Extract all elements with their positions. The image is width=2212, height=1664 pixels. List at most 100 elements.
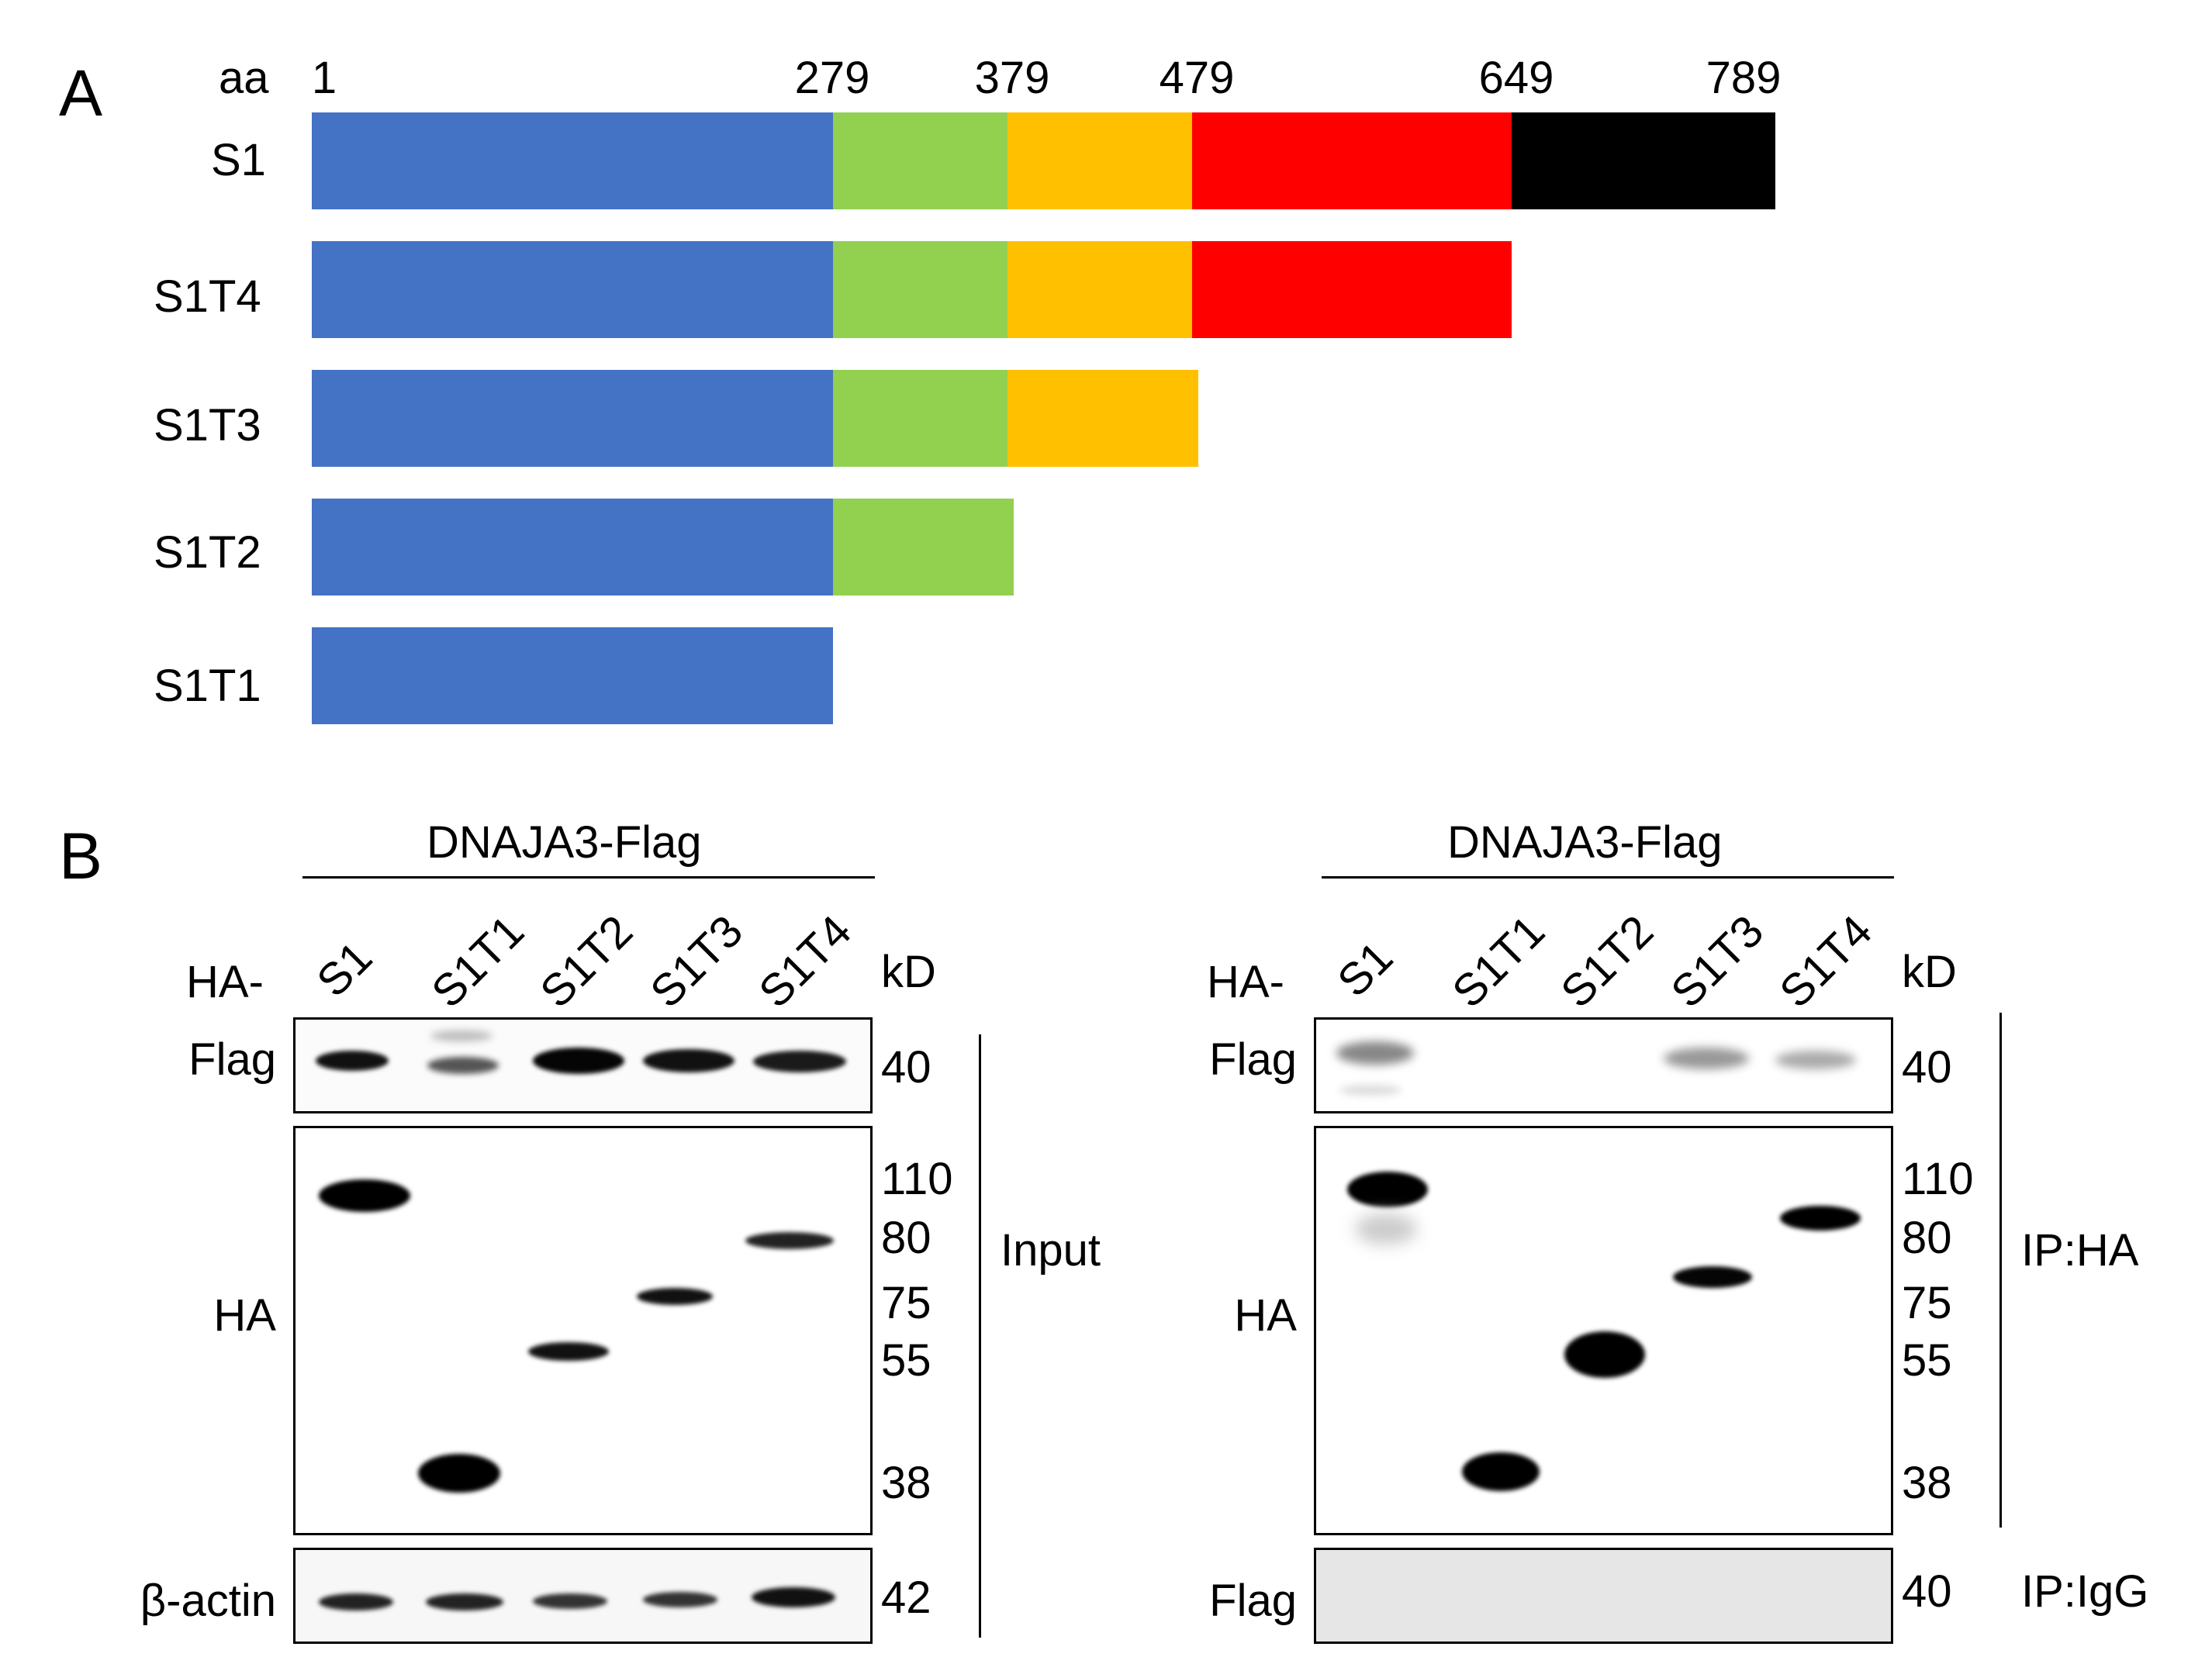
s1t4-seg-4 xyxy=(1192,241,1512,338)
group-label-right: DNAJA3-Flag xyxy=(1447,817,1723,868)
band xyxy=(643,1049,734,1072)
construct-label-s1t3: S1T3 xyxy=(154,400,261,451)
panel-a-letter: A xyxy=(59,57,103,129)
construct-label-s1t2: S1T2 xyxy=(154,527,261,578)
band xyxy=(752,1587,835,1607)
mw-igg: 40 xyxy=(1902,1566,1952,1617)
group-line-left xyxy=(302,876,875,879)
mw-ha-right-38: 38 xyxy=(1902,1458,1952,1508)
blot-flag-ip-igg xyxy=(1314,1548,1893,1644)
input-tag: Input xyxy=(1001,1225,1101,1276)
band xyxy=(426,1593,503,1610)
s1t1-seg-1 xyxy=(312,627,833,724)
lane-label-right-s1t2: S1T2 xyxy=(1551,906,1664,1018)
s1-seg-3 xyxy=(1007,112,1192,209)
band xyxy=(1564,1331,1645,1378)
mw-ha-right-80: 80 xyxy=(1902,1213,1952,1263)
construct-label-s1: S1 xyxy=(211,135,266,185)
pos-649: 649 xyxy=(1478,53,1554,103)
s1-seg-2 xyxy=(833,112,1007,209)
band xyxy=(1355,1213,1417,1245)
lane-label-left-s1: S1 xyxy=(307,931,382,1007)
ha-prefix-right: HA- xyxy=(1207,957,1284,1007)
group-label-left: DNAJA3-Flag xyxy=(427,817,702,868)
mw-ha-left-80: 80 xyxy=(881,1213,931,1263)
pos-1: 1 xyxy=(311,53,337,103)
lane-label-left-s1t4: S1T4 xyxy=(749,906,862,1018)
kd-label-left: kD xyxy=(881,947,936,997)
mw-ha-left-110: 110 xyxy=(881,1154,953,1204)
band xyxy=(637,1288,713,1305)
band xyxy=(418,1454,500,1493)
lane-label-right-s1t1: S1T1 xyxy=(1443,906,1555,1018)
band xyxy=(1336,1041,1414,1065)
s1t2-seg-1 xyxy=(312,499,833,596)
aa-label: aa xyxy=(219,53,269,103)
band xyxy=(533,1048,624,1074)
ip-ha-tag: IP:HA xyxy=(2021,1225,2139,1276)
band xyxy=(319,1593,393,1610)
lane-label-right-s1t4: S1T4 xyxy=(1770,906,1882,1018)
s1t4-seg-2 xyxy=(833,241,1007,338)
band xyxy=(745,1232,834,1249)
band xyxy=(528,1342,609,1361)
band xyxy=(1339,1085,1402,1096)
mw-ha-right-110: 110 xyxy=(1902,1154,1974,1204)
mw-ha-left-55: 55 xyxy=(881,1335,931,1386)
mw-flag-right: 40 xyxy=(1902,1042,1952,1093)
pos-479: 479 xyxy=(1159,53,1235,103)
row-label-flag-left: Flag xyxy=(188,1034,276,1085)
band xyxy=(319,1179,410,1212)
mw-ha-left-75: 75 xyxy=(881,1278,931,1328)
row-label-actin: β-actin xyxy=(140,1576,276,1626)
row-label-flag-right: Flag xyxy=(1209,1034,1297,1085)
s1t2-seg-2 xyxy=(833,499,1014,596)
s1t3-seg-2 xyxy=(833,370,1007,467)
row-label-ha-left: HA xyxy=(213,1290,276,1341)
band xyxy=(316,1051,389,1071)
band xyxy=(1780,1206,1861,1231)
lane-label-left-s1t1: S1T1 xyxy=(422,906,534,1018)
pos-379: 379 xyxy=(974,53,1050,103)
s1t3-seg-1 xyxy=(312,370,833,467)
row-label-ha-right: HA xyxy=(1234,1290,1297,1341)
mw-actin: 42 xyxy=(881,1573,931,1623)
blot-actin xyxy=(293,1548,873,1644)
blot-ha-input xyxy=(293,1126,873,1535)
band xyxy=(753,1051,846,1072)
lane-label-right-s1t3: S1T3 xyxy=(1661,906,1774,1018)
lane-label-right-s1: S1 xyxy=(1328,931,1403,1007)
construct-label-s1t4: S1T4 xyxy=(154,271,261,322)
band xyxy=(1347,1172,1428,1207)
row-label-igg-flag: Flag xyxy=(1209,1576,1297,1626)
kd-label-right: kD xyxy=(1902,947,1957,997)
band xyxy=(533,1593,607,1609)
blot-flag-ip-ha xyxy=(1314,1017,1893,1113)
s1t3-seg-3 xyxy=(1007,370,1198,467)
pos-789: 789 xyxy=(1706,53,1782,103)
ip-ha-bracket-line xyxy=(1999,1013,2002,1528)
band xyxy=(1775,1051,1856,1069)
lane-label-left-s1t2: S1T2 xyxy=(531,906,643,1018)
band xyxy=(1462,1452,1540,1491)
s1-seg-1 xyxy=(312,112,833,209)
blot-ha-ip xyxy=(1314,1126,1893,1535)
input-bracket-line xyxy=(979,1034,981,1638)
lane-label-left-s1t3: S1T3 xyxy=(641,906,753,1018)
band xyxy=(1664,1048,1749,1069)
mw-ha-left-38: 38 xyxy=(881,1458,931,1508)
s1-seg-4 xyxy=(1192,112,1512,209)
band xyxy=(427,1057,499,1074)
band xyxy=(430,1031,493,1041)
ip-igg-tag: IP:IgG xyxy=(2021,1566,2149,1617)
band xyxy=(643,1592,717,1607)
pos-279: 279 xyxy=(794,53,870,103)
mw-ha-right-55: 55 xyxy=(1902,1335,1952,1386)
group-line-right xyxy=(1322,876,1894,879)
blot-flag-input xyxy=(293,1017,873,1113)
mw-ha-right-75: 75 xyxy=(1902,1278,1952,1328)
mw-flag-left: 40 xyxy=(881,1042,931,1093)
construct-label-s1t1: S1T1 xyxy=(154,661,261,711)
band xyxy=(1673,1266,1752,1288)
s1-seg-5 xyxy=(1512,112,1775,209)
